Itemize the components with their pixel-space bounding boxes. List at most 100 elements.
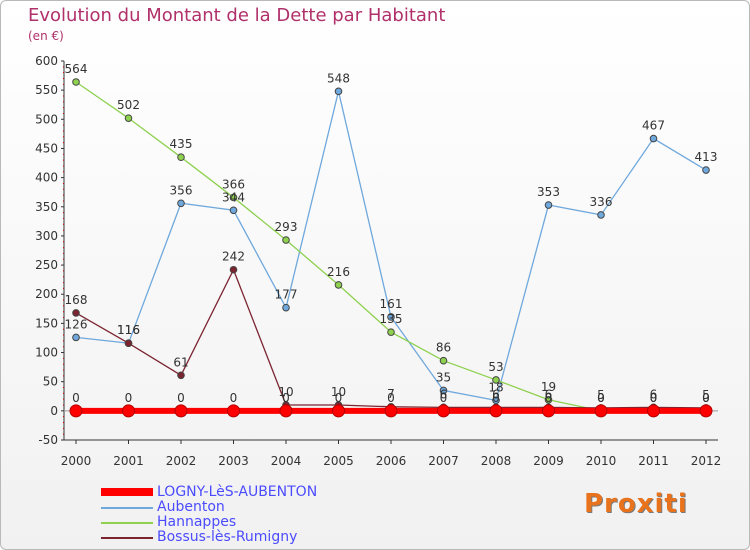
data-label: 18 xyxy=(488,380,503,394)
data-label: 0 xyxy=(545,391,553,405)
data-label: 5 xyxy=(702,388,710,402)
data-label: 0 xyxy=(492,391,500,405)
data-label: 86 xyxy=(436,341,451,355)
y-tick-label: 150 xyxy=(35,316,58,330)
data-label: 0 xyxy=(125,391,133,405)
data-point xyxy=(542,404,555,418)
legend-swatch-hannappes xyxy=(101,522,153,524)
data-label: 0 xyxy=(387,391,395,405)
y-tick-label: 0 xyxy=(50,404,58,418)
x-tick-label: 2001 xyxy=(113,454,144,468)
data-label: 0 xyxy=(702,391,710,405)
data-label: 6 xyxy=(650,387,658,401)
x-tick-label: 2012 xyxy=(691,454,722,468)
data-point xyxy=(227,404,240,418)
data-point xyxy=(387,328,395,336)
data-point xyxy=(229,193,238,202)
x-tick-label: 2010 xyxy=(586,454,617,468)
legend-swatch-aubenton xyxy=(101,507,153,509)
data-label: 0 xyxy=(335,391,343,405)
data-label: 6 xyxy=(545,387,553,401)
data-label: 161 xyxy=(380,297,403,311)
data-point xyxy=(334,281,343,289)
y-tick-label: 50 xyxy=(43,375,58,389)
data-point xyxy=(384,404,398,418)
data-label: 0 xyxy=(72,391,80,405)
y-tick-label: 300 xyxy=(35,229,58,243)
data-label: 53 xyxy=(488,360,503,374)
data-point xyxy=(334,87,343,96)
y-tick-label: 100 xyxy=(35,346,58,360)
data-point xyxy=(544,201,553,209)
data-point xyxy=(177,371,185,380)
data-label: 10 xyxy=(278,385,293,399)
data-point xyxy=(124,339,133,348)
data-label: 10 xyxy=(331,385,346,399)
data-label: 168 xyxy=(65,293,88,307)
data-label: 0 xyxy=(650,391,658,405)
data-label: 0 xyxy=(597,391,605,405)
x-tick-label: 2011 xyxy=(638,454,669,468)
data-point xyxy=(439,386,448,395)
y-tick-label: 250 xyxy=(35,258,58,272)
data-label: 135 xyxy=(380,312,403,326)
data-point xyxy=(229,206,238,215)
data-label: 126 xyxy=(65,317,88,331)
data-point xyxy=(647,404,660,418)
data-point xyxy=(279,404,293,418)
chart-title: Evolution du Montant de la Dette par Hab… xyxy=(28,5,446,26)
x-tick-label: 2008 xyxy=(481,454,512,468)
data-point xyxy=(72,309,80,317)
data-point xyxy=(702,166,710,174)
x-tick-label: 2009 xyxy=(533,454,564,468)
data-label: 0 xyxy=(230,391,238,405)
data-label: 177 xyxy=(275,288,298,302)
legend-item-bossus: Bossus-lès-Rumigny xyxy=(101,529,401,546)
data-point xyxy=(439,356,448,365)
data-label: 293 xyxy=(275,220,298,234)
data-point xyxy=(72,333,80,342)
x-tick-label: 2000 xyxy=(61,454,92,468)
data-label: 564 xyxy=(65,62,88,76)
y-tick-label: 350 xyxy=(35,200,58,214)
x-tick-label: 2007 xyxy=(428,454,459,468)
data-point xyxy=(229,265,238,274)
data-label: 242 xyxy=(222,250,245,264)
y-tick-label: 450 xyxy=(35,141,58,155)
data-label: 435 xyxy=(170,137,193,151)
data-label: 0 xyxy=(282,391,290,405)
legend-swatch-bossus xyxy=(101,537,153,539)
data-label: 116 xyxy=(117,323,140,337)
data-label: 0 xyxy=(440,391,448,405)
chart-subtitle: (en €) xyxy=(28,29,64,43)
x-tick-label: 2005 xyxy=(323,454,354,468)
data-label: 35 xyxy=(436,370,451,384)
data-label: 6 xyxy=(492,387,500,401)
data-point xyxy=(69,404,83,418)
y-tick-label: 200 xyxy=(35,287,58,301)
data-label: 356 xyxy=(170,183,193,197)
x-tick-label: 2006 xyxy=(376,454,407,468)
data-point xyxy=(489,404,503,418)
data-label: 353 xyxy=(537,185,560,199)
proxiti-logo: Proxiti xyxy=(584,489,688,519)
data-point xyxy=(282,303,290,312)
data-label: 502 xyxy=(117,98,140,112)
data-point xyxy=(649,134,658,143)
data-label: 0 xyxy=(702,391,710,405)
y-tick-label: 550 xyxy=(35,83,58,97)
data-point xyxy=(544,395,553,404)
data-label: 5 xyxy=(597,388,605,402)
data-label: 0 xyxy=(597,391,605,405)
y-tick-label: 400 xyxy=(35,171,58,185)
data-point xyxy=(72,78,80,86)
data-point xyxy=(332,404,345,418)
y-tick-label: -50 xyxy=(38,433,58,447)
legend-item-hannappes: Hannappes xyxy=(101,514,401,531)
data-label: 216 xyxy=(327,265,350,279)
legend-item-aubenton: Aubenton xyxy=(101,499,401,516)
legend-label-logny: LOGNY-LèS-AUBENTON xyxy=(157,484,318,500)
y-tick-label: 500 xyxy=(35,112,58,126)
